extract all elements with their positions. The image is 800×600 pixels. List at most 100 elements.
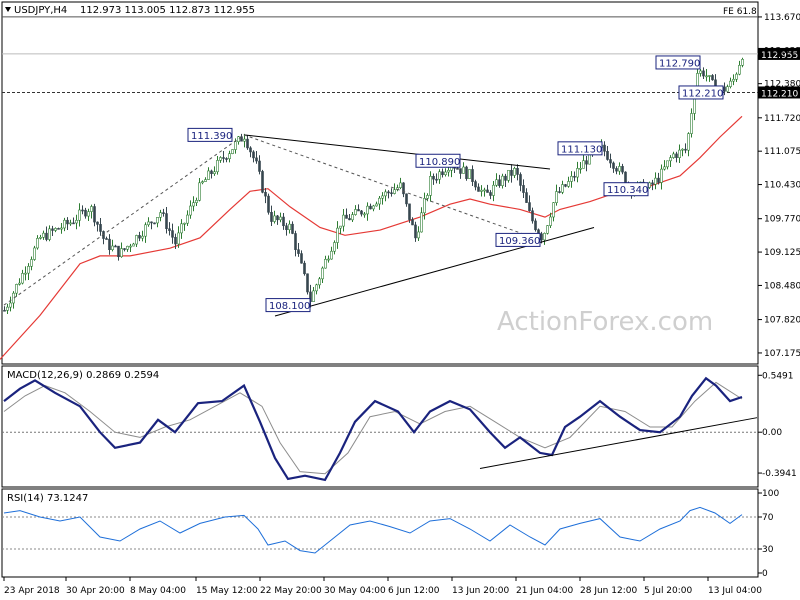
candle [306,273,309,295]
candle [663,160,666,171]
candle [381,192,384,205]
candle [546,225,549,235]
candle [63,217,66,232]
rsi-axis-label: 30 [762,545,774,555]
candle [567,176,570,188]
candle [150,221,153,230]
macd-axis-label: -0.3941 [762,469,797,479]
x-axis-label: 13 Jun 20:00 [452,586,509,596]
candle [279,212,282,223]
candle [48,225,51,242]
candle [159,209,162,222]
price-annotation-label: 110.890 [419,157,460,168]
trendlines-layer [3,134,595,317]
candle [303,260,306,276]
macd-axis-label: 0.5491 [762,371,794,381]
candle [489,190,492,200]
candle [54,227,57,233]
rsi-panel-frame [1,488,759,578]
candle [477,183,480,192]
candle [180,219,183,239]
candle [174,233,177,250]
macd-panel-frame [1,365,759,488]
candle [516,164,519,181]
candle [87,208,90,222]
candle [162,208,165,217]
x-axis-label: 5 Jul 20:00 [644,586,693,596]
candle [105,236,108,240]
candle [498,174,501,188]
candle [360,210,363,217]
candle [177,226,180,248]
current-price-label: 112.955 [761,51,798,61]
price-annotation: 108.100 [265,298,311,313]
candle [681,148,684,157]
price-annotation-label: 112.210 [682,88,723,99]
candle [543,232,546,245]
candle [99,218,102,236]
price-axis-label: 109.770 [764,215,800,225]
dashed-trendline [3,134,245,306]
price-annotation: 112.790 [655,55,701,70]
chart-ohlc: 112.973 113.005 112.873 112.955 [80,5,255,16]
candle [27,263,30,281]
candle [369,203,372,210]
candle [270,205,273,227]
candle [612,161,615,173]
candle [534,218,537,232]
price-annotation-label: 111.130 [561,144,602,155]
candle [75,214,78,230]
candle [324,255,327,269]
candle [312,286,315,303]
price-axis-label: 111.075 [764,147,800,157]
candle [201,180,204,185]
candle [339,225,342,235]
candle [36,235,39,250]
candle [522,179,525,198]
candle [288,220,291,234]
candle [222,151,225,163]
candle [129,243,132,252]
candle [135,234,138,247]
candle [618,162,621,175]
candle [354,205,357,216]
candle [3,306,6,312]
candle [144,222,147,243]
trendline [243,134,551,170]
candle [711,74,714,81]
candle [330,246,333,260]
candle [81,205,84,215]
candle [72,217,75,225]
candle [615,166,618,175]
candle [111,239,114,252]
candle [528,195,531,212]
candle [432,173,435,185]
macd-signal-line [3,381,743,475]
candle [141,230,144,242]
candle [51,225,54,236]
x-axis-label: 13 Jul 04:00 [708,586,762,596]
candle [726,84,729,92]
price-annotation-label: 108.100 [269,301,310,312]
candle [387,190,390,199]
candle [438,169,441,184]
candle [117,245,120,261]
candle [378,195,381,210]
trendline [274,227,595,317]
candle [198,178,201,202]
candle [690,108,693,138]
candle [435,173,438,184]
support-level-tag [758,86,800,99]
candle [423,192,426,220]
candle [408,203,411,223]
price-axis-label: 112.380 [764,80,800,90]
rsi-title: RSI(14) 73.1247 [7,493,88,504]
fib-label: FE 61.8 [723,7,757,17]
candle [93,203,96,227]
candle [138,231,141,242]
candle [342,208,345,232]
candle [480,185,483,197]
price-axis-label: 108.480 [764,281,800,291]
fib-extension-layer: FE 61.8 [2,7,758,18]
